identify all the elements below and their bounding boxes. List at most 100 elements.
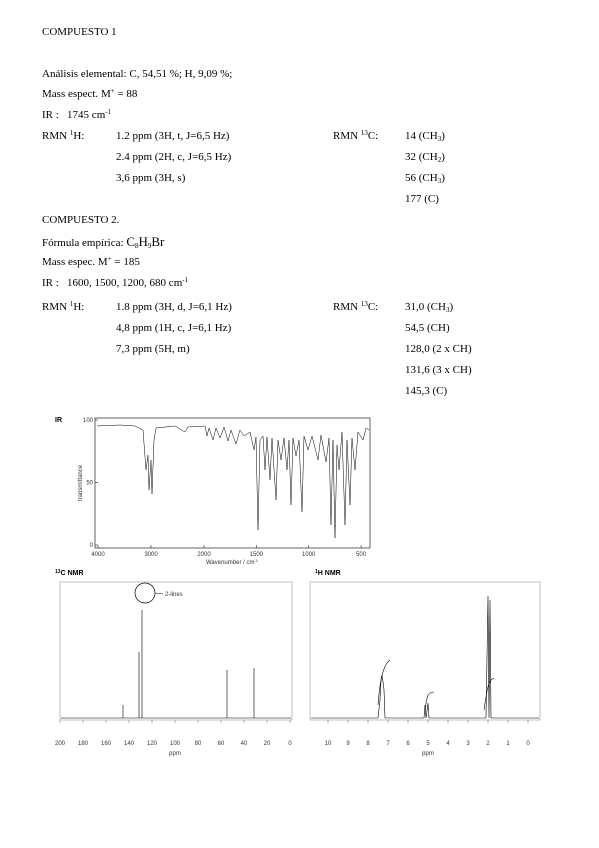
- text-run: 56 (CH: [405, 172, 438, 184]
- x-tick-label: 1500: [250, 552, 264, 558]
- text-line: 3,6 ppm (3H, s): [116, 172, 185, 185]
- text-line: 128,0 (2 x CH): [405, 343, 472, 356]
- text-run: H:: [73, 301, 85, 313]
- x-tick-label: 4000: [91, 552, 105, 558]
- text-run: 4,8 ppm (1H, c, J=6,1 Hz): [116, 322, 232, 334]
- y-tick-label: 50: [86, 481, 93, 487]
- sup: 13: [360, 129, 368, 137]
- text-run: 31,0 (CH: [405, 301, 446, 313]
- text-run: = 185: [111, 256, 140, 268]
- sup: 1: [69, 129, 74, 137]
- text-run: RMN: [333, 301, 361, 313]
- text-line: Mass espec. M+ = 185: [42, 256, 140, 269]
- x-axis-label: ppm: [169, 751, 181, 757]
- text-run: IR : 1600, 1500, 1200, 680 cm: [42, 277, 183, 289]
- text-run: 7,3 ppm (5H, m): [116, 343, 190, 355]
- y-axis-label: transmittance: [78, 464, 84, 501]
- text-line: RMN 13C:: [333, 130, 378, 143]
- text-run: C:: [367, 301, 379, 313]
- x-tick-label: 5: [426, 741, 430, 747]
- text-run: 2.4 ppm (2H, c, J=6,5 Hz): [116, 151, 232, 163]
- x-tick-label: 2000: [197, 552, 211, 558]
- text-run: ): [441, 130, 445, 142]
- text-line: Mass espect. M+ = 88: [42, 88, 137, 101]
- compound-title: COMPUESTO 2.: [42, 214, 120, 226]
- annotation-circle: [134, 582, 156, 604]
- x-tick-label: 100: [170, 741, 181, 747]
- text-run: 128,0 (2 x CH): [405, 343, 472, 355]
- panel-label: 13C NMR: [55, 569, 84, 577]
- text-run: C:: [367, 130, 379, 142]
- text-run: Análisis elemental: C, 54,51 %; H, 9,09 …: [42, 68, 233, 80]
- y-tick-label: 0: [90, 543, 94, 549]
- text-run: 32 (CH: [405, 151, 438, 163]
- text-line: 1.2 ppm (3H, t, J=6,5 Hz): [116, 130, 229, 143]
- sup: 1: [69, 300, 74, 308]
- text-line: 131,6 (3 x CH): [405, 364, 472, 377]
- text-run: Fórmula empírica:: [42, 237, 127, 249]
- text-run: -1: [254, 558, 258, 563]
- sub: 9: [147, 242, 152, 250]
- text-line: 145,3 (C): [405, 385, 447, 398]
- sub: 3: [437, 177, 442, 185]
- text-run: Mass espect. M: [42, 88, 111, 100]
- text-run: RMN: [42, 130, 70, 142]
- x-tick-label: 1000: [302, 552, 316, 558]
- panel-label: IR: [55, 417, 62, 424]
- sub: 8: [134, 242, 139, 250]
- integral-curves: [377, 659, 495, 711]
- text-run: 1.2 ppm (3H, t, J=6,5 Hz): [116, 130, 230, 142]
- x-tick-label: 20: [264, 741, 271, 747]
- text-run: 131,6 (3 x CH): [405, 364, 472, 376]
- sub: 2: [437, 156, 442, 164]
- text-run: H: [138, 234, 148, 249]
- annotation: 2-lines: [165, 592, 183, 598]
- text-line: 31,0 (CH3): [405, 301, 453, 314]
- x-tick-label: 9: [346, 741, 350, 747]
- text-run: 1: [315, 569, 318, 575]
- text-line: Fórmula empírica: C8H9Br: [42, 235, 164, 250]
- text-run: Mass espec. M: [42, 256, 108, 268]
- x-tick-label: 2: [486, 741, 490, 747]
- text-line: 14 (CH3): [405, 130, 445, 143]
- sup: +: [107, 255, 112, 263]
- h1-trace: [311, 595, 539, 719]
- x-tick-label: 200: [55, 741, 66, 747]
- sub: 3: [437, 135, 442, 143]
- text-line: RMN 1H:: [42, 130, 84, 143]
- text-line: IR : 1745 cm-1: [42, 109, 111, 122]
- x-tick-label: 3: [466, 741, 470, 747]
- x-tick-label: 10: [325, 741, 332, 747]
- y-tick-label: 100: [83, 418, 94, 424]
- x-tick-label: 40: [241, 741, 248, 747]
- text-run: ): [441, 172, 445, 184]
- sub: 3: [445, 306, 450, 314]
- x-tick-label: 0: [288, 741, 292, 747]
- text-run: Br: [151, 234, 165, 249]
- text-run: C NMR: [61, 570, 84, 577]
- x-tick-label: 180: [78, 741, 89, 747]
- x-tick-label: 140: [124, 741, 135, 747]
- text-line: IR : 1600, 1500, 1200, 680 cm-1: [42, 277, 188, 290]
- x-tick-label: 80: [195, 741, 202, 747]
- c13-frame: [59, 581, 293, 721]
- h1-frame: [309, 581, 541, 721]
- x-tick-label: 500: [356, 552, 367, 558]
- text-run: 54,5 (CH): [405, 322, 450, 334]
- text-line: 54,5 (CH): [405, 322, 450, 335]
- ir-trace: [96, 424, 370, 539]
- text-line: 1.8 ppm (3H, d, J=6,1 Hz): [116, 301, 232, 314]
- x-tick-label: 3000: [144, 552, 158, 558]
- sup: +: [110, 87, 115, 95]
- text-run: ): [449, 301, 454, 313]
- text-line: 177 (C): [405, 193, 439, 206]
- sup: -1: [105, 108, 112, 116]
- sup: 13: [360, 300, 368, 308]
- text-run: H NMR: [318, 570, 341, 577]
- text-run: H:: [73, 130, 85, 142]
- text-run: RMN: [42, 301, 70, 313]
- text-run: 1.8 ppm (3H, d, J=6,1 Hz): [116, 301, 232, 313]
- text-line: 7,3 ppm (5H, m): [116, 343, 190, 356]
- text-run: 13: [55, 569, 61, 575]
